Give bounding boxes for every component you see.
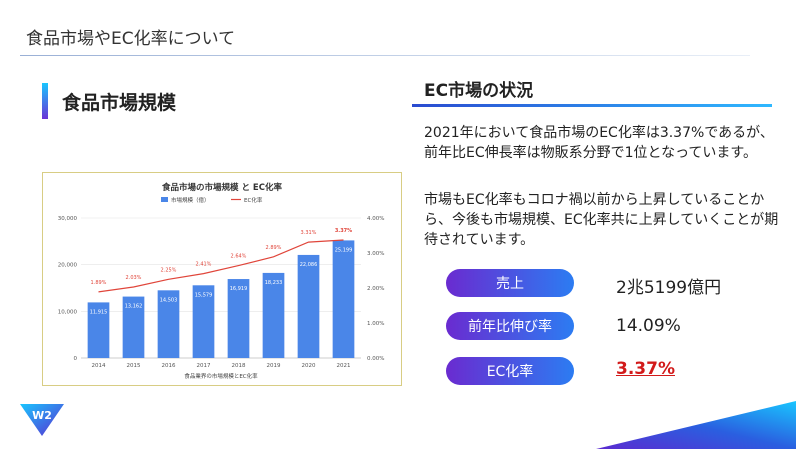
line-value-label: 2.64% bbox=[231, 254, 247, 260]
bar-2017 bbox=[192, 285, 215, 358]
ec-status-underline bbox=[412, 104, 772, 107]
bar-2014 bbox=[87, 302, 110, 358]
y-tick-label: 30,000 bbox=[58, 216, 78, 222]
bar-2021 bbox=[332, 240, 355, 358]
bar-value-label: 11,915 bbox=[90, 309, 108, 315]
line-value-label: 1.89% bbox=[91, 280, 107, 286]
x-tick-label: 2015 bbox=[127, 363, 141, 369]
ec-rate-line bbox=[98, 239, 344, 293]
bar-value-label: 15,579 bbox=[195, 292, 213, 298]
heading-accent-bar bbox=[42, 83, 48, 119]
logo-text: W2 bbox=[32, 409, 52, 422]
header-divider bbox=[20, 55, 750, 56]
bar-2019 bbox=[262, 272, 285, 358]
bar-value-label: 13,162 bbox=[125, 304, 143, 310]
y2-tick-label: 3.00% bbox=[367, 251, 384, 257]
bar-2015 bbox=[122, 296, 145, 358]
x-tick-label: 2019 bbox=[267, 363, 281, 369]
y2-tick-label: 1.00% bbox=[367, 321, 384, 327]
x-tick-label: 2018 bbox=[232, 363, 246, 369]
ec-status-title: EC市場の状況 bbox=[424, 81, 534, 101]
bar-value-label: 22,086 bbox=[300, 262, 318, 268]
y-tick-label: 0 bbox=[74, 356, 78, 362]
metric-sales-value: 2兆5199億円 bbox=[616, 278, 722, 298]
market-size-chart: 食品市場の市場規模 と EC化率市場規模（億） EC化率 0 10,000 20,000… bbox=[42, 172, 402, 386]
metric-ec-rate-label: EC化率 bbox=[446, 357, 574, 385]
line-value-label: 2.25% bbox=[161, 267, 177, 273]
line-value-label: 2.03% bbox=[126, 275, 142, 281]
x-tick-label: 2014 bbox=[92, 363, 106, 369]
ec-paragraph-1: 2021年において食品市場のEC化率は3.37%であるが、前年比EC伸長率は物販… bbox=[424, 125, 774, 161]
ec-paragraph-2: 市場もEC化率もコロナ禍以前から上昇していることから、今後も市場規模、EC化率共… bbox=[424, 192, 779, 248]
metric-sales-label: 売上 bbox=[446, 269, 574, 297]
legend-line-label: EC化率 bbox=[244, 196, 263, 204]
bar-2018 bbox=[227, 279, 250, 358]
x-tick-label: 2020 bbox=[302, 363, 316, 369]
bar-value-label: 25,199 bbox=[335, 247, 353, 253]
line-value-label: 3.37% bbox=[335, 228, 352, 234]
corner-decoration bbox=[596, 401, 796, 449]
y2-tick-label: 0.00% bbox=[367, 356, 384, 362]
y-tick-label: 10,000 bbox=[58, 309, 78, 315]
metric-growth-value: 14.09% bbox=[616, 316, 681, 336]
x-tick-label: 2016 bbox=[162, 363, 176, 369]
line-value-label: 2.41% bbox=[196, 262, 212, 268]
bar-value-label: 16,919 bbox=[230, 286, 248, 292]
page-title: 食品市場やEC化率について bbox=[26, 29, 236, 49]
bar-value-label: 14,503 bbox=[160, 297, 178, 303]
line-value-label: 3.31% bbox=[301, 230, 317, 236]
y-tick-label: 20,000 bbox=[58, 263, 78, 269]
legend-bar-swatch bbox=[161, 197, 168, 202]
bar-value-label: 18,233 bbox=[265, 280, 283, 286]
w2-logo: W2 bbox=[20, 404, 64, 436]
bar-2016 bbox=[157, 290, 180, 358]
chart-title: 食品市場の市場規模 と EC化率 bbox=[162, 182, 282, 193]
bar-2020 bbox=[297, 254, 320, 358]
line-value-label: 2.89% bbox=[266, 245, 282, 251]
x-axis-label: 食品業界の市場規模とEC化率 bbox=[184, 372, 258, 380]
metric-ec-rate-value: 3.37% bbox=[616, 359, 675, 379]
x-tick-label: 2017 bbox=[197, 363, 211, 369]
market-size-heading: 食品市場規模 bbox=[42, 82, 176, 120]
x-tick-label: 2021 bbox=[337, 363, 351, 369]
market-size-title: 食品市場規模 bbox=[62, 91, 177, 114]
y2-tick-label: 2.00% bbox=[367, 286, 384, 292]
legend-bar-label: 市場規模（億） bbox=[171, 196, 210, 204]
y2-tick-label: 4.00% bbox=[367, 216, 384, 222]
metric-growth-label: 前年比伸び率 bbox=[446, 312, 574, 340]
